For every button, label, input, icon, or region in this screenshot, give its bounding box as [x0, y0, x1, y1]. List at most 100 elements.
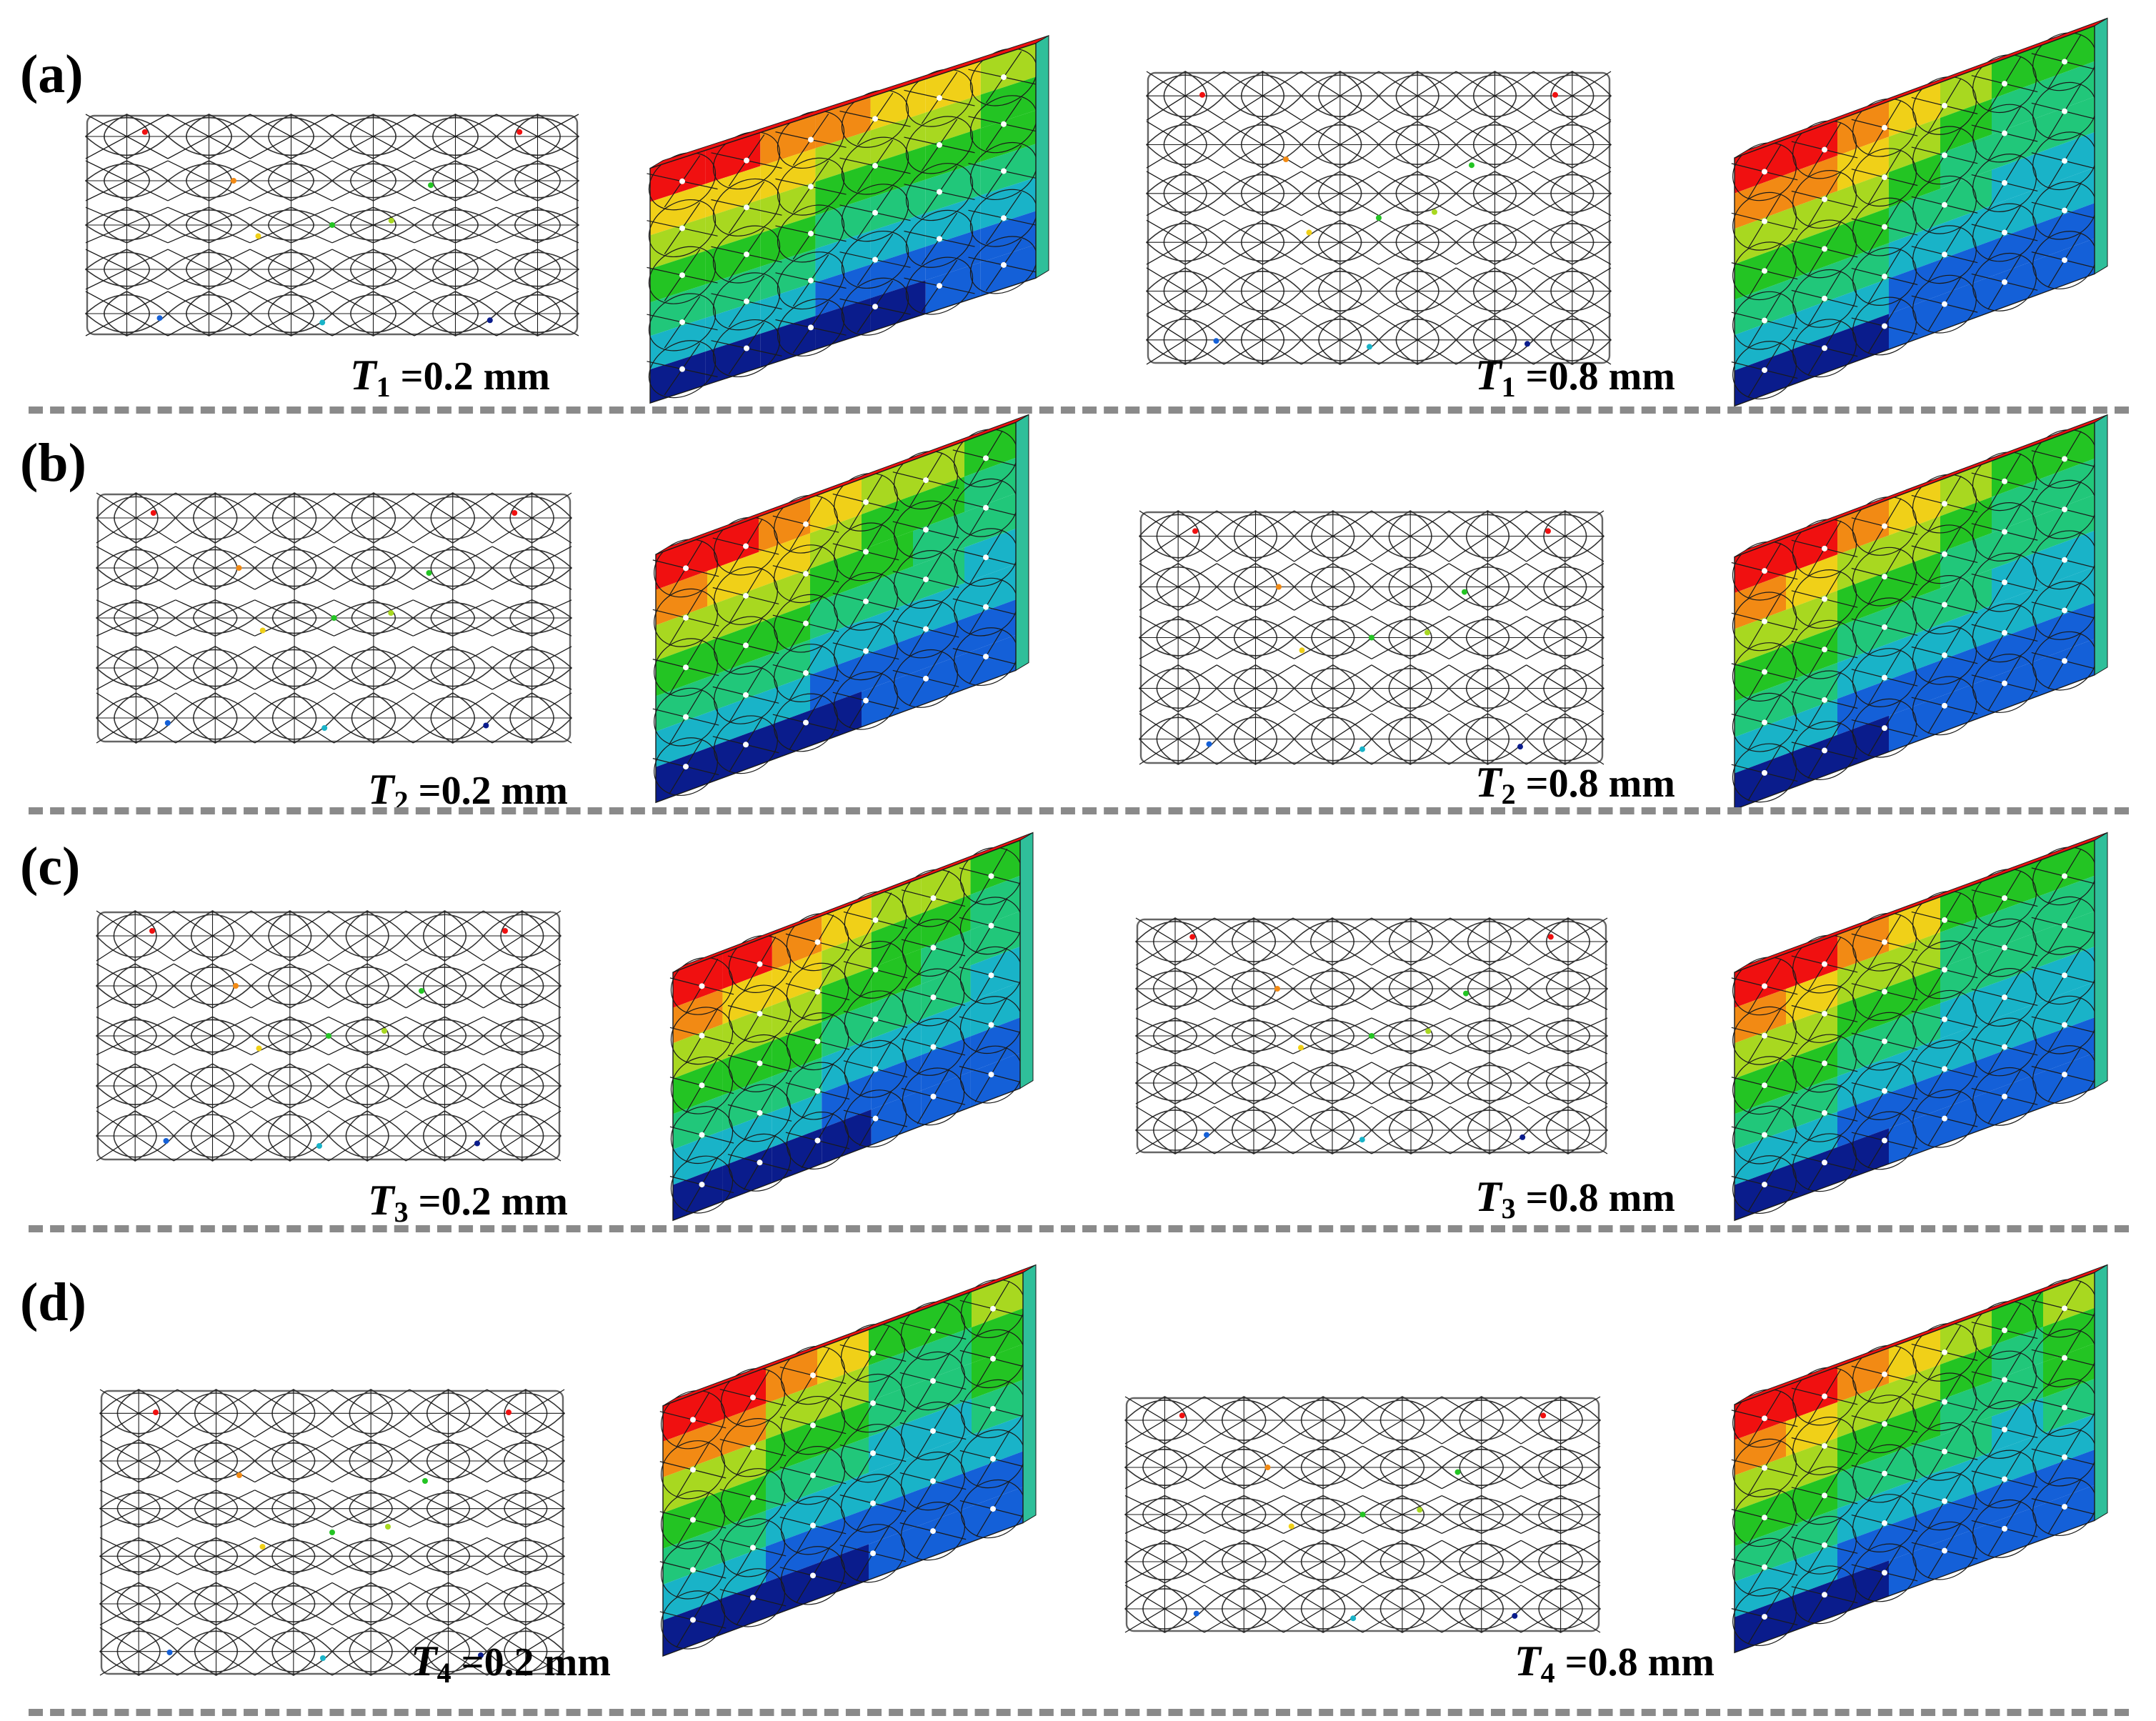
cell-outline: [2032, 1477, 2097, 1537]
contour-band: [759, 604, 810, 659]
node-hole: [1822, 1492, 1827, 1499]
cell-outline: [959, 1045, 1023, 1104]
stress-spot: [486, 317, 493, 324]
contour-band: [673, 1130, 723, 1185]
node-hole: [1822, 1542, 1827, 1548]
node-hole: [1882, 1088, 1887, 1094]
node-hole: [2062, 456, 2067, 462]
node-hole: [2062, 658, 2067, 664]
cell-outline: [712, 319, 781, 378]
contour-band: [913, 583, 964, 637]
contour-band: [964, 634, 1016, 689]
contour-band: [862, 672, 913, 727]
contour-band: [1992, 186, 2043, 241]
lattice-2d-undeformed: [1138, 510, 1605, 765]
node-hole: [2062, 257, 2067, 264]
cell-outline: [960, 1429, 1026, 1489]
stress-spot: [1179, 1412, 1185, 1419]
cell-outline: [954, 429, 1018, 488]
node-hole: [863, 549, 869, 555]
contour-band: [1786, 155, 1837, 210]
contour-band: [871, 949, 922, 1004]
node-hole: [2062, 1305, 2067, 1312]
node-hole: [990, 1355, 996, 1362]
node-hole: [930, 1528, 936, 1535]
contour-band: [1837, 679, 1889, 735]
contour-band: [1889, 1470, 1940, 1525]
node-hole: [743, 543, 749, 549]
contour-band: [766, 1455, 817, 1511]
node-hole: [2002, 629, 2007, 636]
contour-band: [1889, 153, 1940, 208]
stress-spot: [1545, 528, 1551, 534]
stress-spot: [256, 1045, 262, 1052]
contour-band: [2043, 1450, 2095, 1505]
node-hole: [1001, 121, 1007, 127]
stress-spot: [1512, 1612, 1518, 1619]
node-hole: [2002, 1327, 2007, 1334]
node-hole: [1762, 1564, 1767, 1570]
node-hole: [1942, 301, 1947, 307]
contour-band: [760, 148, 816, 200]
contour-band: [1992, 1362, 2043, 1417]
contour-band: [2043, 1017, 2095, 1072]
contour-band: [650, 318, 706, 370]
node-hole: [1882, 1038, 1887, 1044]
cell-outline: [2032, 1045, 2097, 1104]
node-hole: [2062, 1454, 2067, 1460]
contour-band: [1735, 1095, 1786, 1149]
node-hole: [2002, 944, 2007, 951]
panel-label: (d): [20, 1272, 86, 1332]
stress-spot: [1306, 229, 1312, 236]
stress-spot: [1264, 1465, 1271, 1470]
contour-band: [964, 422, 1016, 477]
contour-band: [925, 161, 981, 214]
stress-spot: [506, 1410, 511, 1415]
node-hole: [930, 895, 937, 902]
node-hole: [870, 1450, 876, 1457]
stress-spot: [1547, 934, 1554, 940]
thickness-caption-right: T1 =0.8 mm: [1475, 351, 1675, 403]
lattice-2d-undeformed: [95, 492, 573, 744]
node-hole: [1822, 596, 1827, 602]
node-hole: [803, 521, 809, 527]
panel-label: (c): [20, 837, 81, 897]
contour-band: [1992, 1468, 2043, 1523]
node-hole: [683, 664, 689, 671]
contour-band: [1992, 549, 2043, 606]
thickness-caption-right: T3 =0.8 mm: [1475, 1173, 1675, 1224]
cell-outline: [960, 1329, 1026, 1389]
contour-band: [980, 76, 1036, 129]
node-hole: [757, 961, 763, 967]
contour-band: [656, 642, 707, 697]
stress-spot: [1283, 156, 1289, 162]
node-hole: [690, 1567, 696, 1573]
contour-band: [822, 967, 872, 1022]
contour-band: [2043, 875, 2095, 930]
contour-band: [1889, 1365, 1940, 1419]
contour-band: [1735, 316, 1786, 371]
contour-band: [925, 262, 981, 314]
node-hole: [679, 366, 685, 372]
node-hole: [1822, 961, 1827, 967]
node-hole: [1762, 1082, 1767, 1089]
contour-band: [1837, 1525, 1889, 1580]
node-hole: [2002, 1377, 2007, 1383]
contour-band: [714, 1475, 766, 1530]
contour-band: [1735, 1562, 1786, 1617]
lattice-2d-undeformed: [1124, 1396, 1602, 1633]
stress-spot: [236, 565, 242, 571]
node-hole: [1762, 1182, 1767, 1188]
node-hole: [2062, 1405, 2067, 1411]
cell-outline: [777, 298, 845, 356]
node-hole: [810, 1572, 816, 1579]
node-hole: [699, 983, 705, 989]
node-hole: [872, 1115, 879, 1122]
contour-band: [2043, 61, 2095, 116]
node-hole: [1822, 1159, 1827, 1166]
contour-band: [656, 748, 707, 803]
contour-band: [822, 1003, 872, 1058]
node-hole: [679, 319, 685, 325]
cell-outline: [969, 189, 1038, 247]
node-hole: [988, 922, 994, 929]
